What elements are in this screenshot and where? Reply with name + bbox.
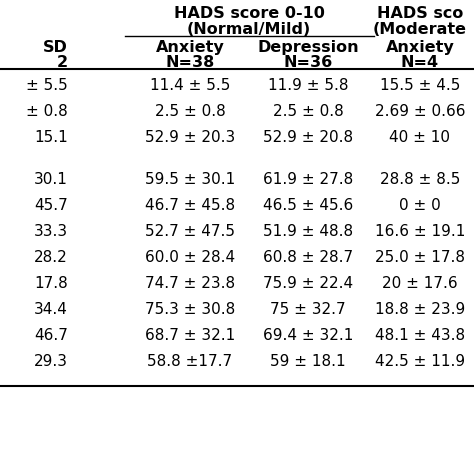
Text: 60.8 ± 28.7: 60.8 ± 28.7 bbox=[263, 250, 353, 265]
Text: 60.0 ± 28.4: 60.0 ± 28.4 bbox=[145, 250, 235, 265]
Text: (Moderate: (Moderate bbox=[373, 22, 467, 37]
Text: (Normal/Mild): (Normal/Mild) bbox=[187, 22, 311, 37]
Text: 75.3 ± 30.8: 75.3 ± 30.8 bbox=[145, 302, 235, 317]
Text: 46.5 ± 45.6: 46.5 ± 45.6 bbox=[263, 198, 353, 213]
Text: 28.8 ± 8.5: 28.8 ± 8.5 bbox=[380, 172, 460, 187]
Text: 74.7 ± 23.8: 74.7 ± 23.8 bbox=[145, 276, 235, 291]
Text: HADS score 0-10: HADS score 0-10 bbox=[173, 6, 324, 21]
Text: 15.5 ± 4.5: 15.5 ± 4.5 bbox=[380, 78, 460, 93]
Text: 69.4 ± 32.1: 69.4 ± 32.1 bbox=[263, 328, 353, 343]
Text: 48.1 ± 43.8: 48.1 ± 43.8 bbox=[375, 328, 465, 343]
Text: 75.9 ± 22.4: 75.9 ± 22.4 bbox=[263, 276, 353, 291]
Text: 2.69 ± 0.66: 2.69 ± 0.66 bbox=[375, 104, 465, 119]
Text: 46.7 ± 45.8: 46.7 ± 45.8 bbox=[145, 198, 235, 213]
Text: 30.1: 30.1 bbox=[34, 172, 68, 187]
Text: 59.5 ± 30.1: 59.5 ± 30.1 bbox=[145, 172, 235, 187]
Text: 51.9 ± 48.8: 51.9 ± 48.8 bbox=[263, 224, 353, 239]
Text: ± 0.8: ± 0.8 bbox=[26, 104, 68, 119]
Text: 28.2: 28.2 bbox=[34, 250, 68, 265]
Text: 42.5 ± 11.9: 42.5 ± 11.9 bbox=[375, 354, 465, 369]
Text: 52.7 ± 47.5: 52.7 ± 47.5 bbox=[145, 224, 235, 239]
Text: 17.8: 17.8 bbox=[34, 276, 68, 291]
Text: SD: SD bbox=[43, 40, 68, 55]
Text: N=4: N=4 bbox=[401, 55, 439, 70]
Text: 11.4 ± 5.5: 11.4 ± 5.5 bbox=[150, 78, 230, 93]
Text: 68.7 ± 32.1: 68.7 ± 32.1 bbox=[145, 328, 235, 343]
Text: 46.7: 46.7 bbox=[34, 328, 68, 343]
Text: Anxiety: Anxiety bbox=[386, 40, 455, 55]
Text: 15.1: 15.1 bbox=[34, 130, 68, 145]
Text: 29.3: 29.3 bbox=[34, 354, 68, 369]
Text: 34.4: 34.4 bbox=[34, 302, 68, 317]
Text: 25.0 ± 17.8: 25.0 ± 17.8 bbox=[375, 250, 465, 265]
Text: 0 ± 0: 0 ± 0 bbox=[399, 198, 441, 213]
Text: Anxiety: Anxiety bbox=[155, 40, 224, 55]
Text: 33.3: 33.3 bbox=[34, 224, 68, 239]
Text: 2: 2 bbox=[57, 55, 68, 70]
Text: 45.7: 45.7 bbox=[34, 198, 68, 213]
Text: 20 ± 17.6: 20 ± 17.6 bbox=[382, 276, 458, 291]
Text: 52.9 ± 20.3: 52.9 ± 20.3 bbox=[145, 130, 235, 145]
Text: ± 5.5: ± 5.5 bbox=[26, 78, 68, 93]
Text: 61.9 ± 27.8: 61.9 ± 27.8 bbox=[263, 172, 353, 187]
Text: 75 ± 32.7: 75 ± 32.7 bbox=[270, 302, 346, 317]
Text: 58.8 ±17.7: 58.8 ±17.7 bbox=[147, 354, 233, 369]
Text: HADS sco: HADS sco bbox=[377, 6, 463, 21]
Text: 11.9 ± 5.8: 11.9 ± 5.8 bbox=[268, 78, 348, 93]
Text: 18.8 ± 23.9: 18.8 ± 23.9 bbox=[375, 302, 465, 317]
Text: 59 ± 18.1: 59 ± 18.1 bbox=[270, 354, 346, 369]
Text: 40 ± 10: 40 ± 10 bbox=[390, 130, 450, 145]
Text: N=36: N=36 bbox=[283, 55, 333, 70]
Text: 2.5 ± 0.8: 2.5 ± 0.8 bbox=[155, 104, 225, 119]
Text: Depression: Depression bbox=[257, 40, 359, 55]
Text: 52.9 ± 20.8: 52.9 ± 20.8 bbox=[263, 130, 353, 145]
Text: 2.5 ± 0.8: 2.5 ± 0.8 bbox=[273, 104, 343, 119]
Text: 16.6 ± 19.1: 16.6 ± 19.1 bbox=[375, 224, 465, 239]
Text: N=38: N=38 bbox=[165, 55, 215, 70]
